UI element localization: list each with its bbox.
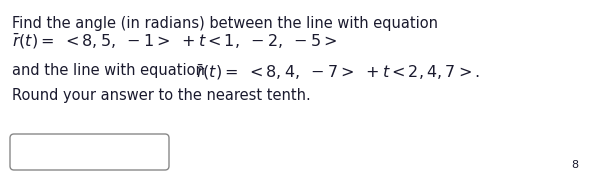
Text: $\bar{r}(t) = \ < 8, 5,\ -1 >\ +t < 1,\ -2,\ -5 >$: $\bar{r}(t) = \ < 8, 5,\ -1 >\ +t < 1,\ … xyxy=(12,32,337,51)
Text: Find the angle (in radians) between the line with equation: Find the angle (in radians) between the … xyxy=(12,16,438,31)
Text: $\bar{r}(t) = \ <8, 4,\ -7>\ +t<2, 4, 7>$.: $\bar{r}(t) = \ <8, 4,\ -7>\ +t<2, 4, 7>… xyxy=(196,63,480,82)
Text: 8: 8 xyxy=(571,160,578,170)
Text: Round your answer to the nearest tenth.: Round your answer to the nearest tenth. xyxy=(12,88,311,103)
Text: and the line with equation: and the line with equation xyxy=(12,63,209,78)
FancyBboxPatch shape xyxy=(10,134,169,170)
